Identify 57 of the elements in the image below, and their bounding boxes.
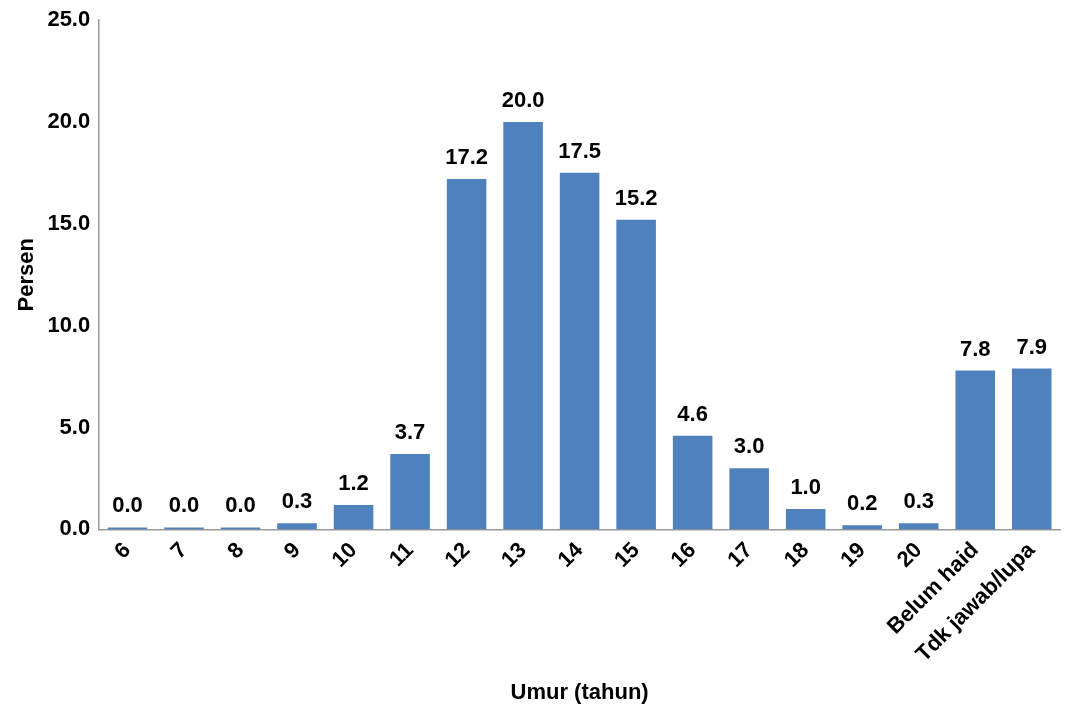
x-tick-label: 6 bbox=[108, 536, 136, 564]
data-label: 0.3 bbox=[281, 488, 313, 514]
bar bbox=[955, 370, 996, 530]
y-tick-label: 15.0 bbox=[47, 209, 91, 235]
bar bbox=[107, 527, 148, 530]
bar bbox=[277, 523, 317, 530]
x-tick-label: 16 bbox=[665, 536, 701, 572]
data-label: 0.3 bbox=[903, 488, 935, 514]
data-label: 0.0 bbox=[112, 492, 143, 518]
y-axis-title: Persen bbox=[13, 238, 39, 312]
data-label: 15.2 bbox=[614, 184, 658, 210]
bar bbox=[446, 178, 487, 530]
data-label: 17.2 bbox=[445, 144, 488, 169]
x-tick-label: 8 bbox=[221, 536, 249, 564]
x-tick-label: 14 bbox=[552, 536, 588, 572]
y-tick-label: 0.0 bbox=[59, 515, 91, 541]
x-tick-label: 12 bbox=[439, 536, 475, 572]
bar bbox=[842, 525, 882, 530]
y-tick-label: 20.0 bbox=[47, 107, 91, 133]
data-label: 0.2 bbox=[846, 490, 878, 516]
bar bbox=[220, 527, 261, 530]
x-tick-label: 9 bbox=[278, 536, 305, 564]
data-label: 20.0 bbox=[501, 86, 545, 112]
x-tick-label: 7 bbox=[165, 536, 192, 564]
data-label: 0.0 bbox=[225, 492, 256, 518]
data-label: 1.0 bbox=[790, 474, 821, 500]
bar bbox=[164, 527, 204, 530]
y-tick-label: 5.0 bbox=[59, 413, 91, 439]
bar bbox=[333, 504, 374, 530]
x-tick-label: 20 bbox=[891, 536, 927, 572]
bar bbox=[503, 121, 543, 530]
data-label: 1.2 bbox=[338, 470, 369, 496]
data-label: 0.0 bbox=[168, 492, 200, 518]
bar bbox=[729, 468, 769, 530]
bar bbox=[898, 523, 939, 530]
x-tick-label: 19 bbox=[835, 536, 871, 572]
bar bbox=[672, 435, 713, 530]
bar bbox=[1011, 368, 1052, 530]
x-tick-label: 17 bbox=[721, 536, 757, 572]
bar bbox=[616, 219, 656, 530]
y-tick-label: 10.0 bbox=[47, 311, 91, 337]
x-tick-label: 13 bbox=[495, 536, 531, 572]
y-tick-label: 25.0 bbox=[47, 6, 91, 32]
x-tick-label: 18 bbox=[778, 536, 814, 572]
data-label: 3.7 bbox=[394, 419, 426, 445]
bar bbox=[559, 172, 600, 530]
data-label: 17.5 bbox=[558, 137, 602, 163]
x-axis-title: Umur (tahun) bbox=[510, 678, 649, 704]
data-label: 4.6 bbox=[677, 400, 708, 426]
bar bbox=[785, 509, 826, 530]
bar bbox=[390, 454, 430, 530]
x-tick-label: 15 bbox=[608, 536, 644, 572]
data-label: 7.8 bbox=[959, 335, 991, 361]
x-tick-label: 11 bbox=[383, 536, 418, 572]
data-label: 3.0 bbox=[733, 433, 765, 459]
data-label: 7.9 bbox=[1016, 333, 1048, 359]
x-tick-label: 10 bbox=[326, 536, 362, 572]
